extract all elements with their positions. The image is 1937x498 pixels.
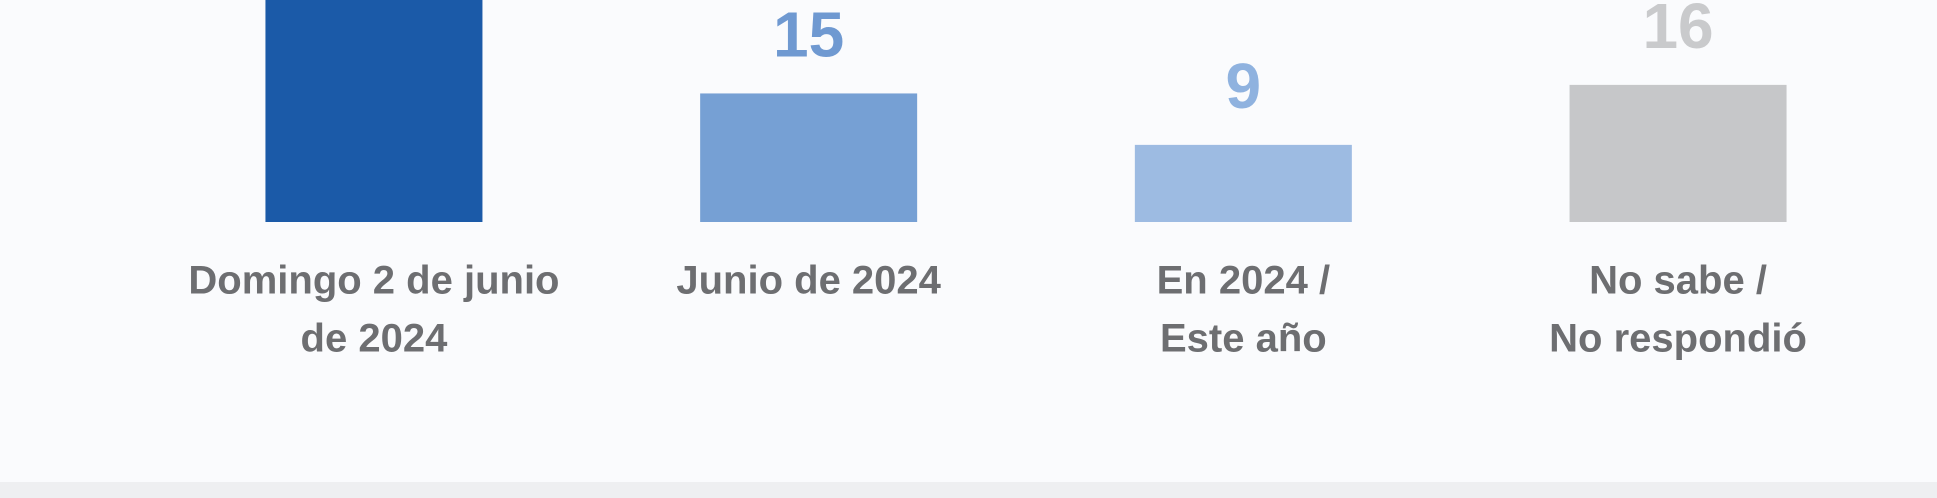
bar <box>1134 144 1352 222</box>
category-label: No sabe / <box>1589 259 1767 303</box>
category-label: No respondió <box>1549 317 1807 361</box>
category-label: Junio de 2024 <box>676 259 941 303</box>
bar <box>265 0 483 222</box>
category-label: de 2024 <box>301 317 449 361</box>
value-label: 16 <box>1642 0 1713 62</box>
footer-band <box>0 482 1937 498</box>
value-label: 15 <box>773 0 844 70</box>
bar <box>700 93 918 222</box>
value-label: 9 <box>1226 50 1262 122</box>
bar <box>1569 84 1787 222</box>
category-label: En 2024 / <box>1157 259 1330 303</box>
category-label: Domingo 2 de junio <box>188 259 559 303</box>
category-label: Este año <box>1160 317 1327 361</box>
